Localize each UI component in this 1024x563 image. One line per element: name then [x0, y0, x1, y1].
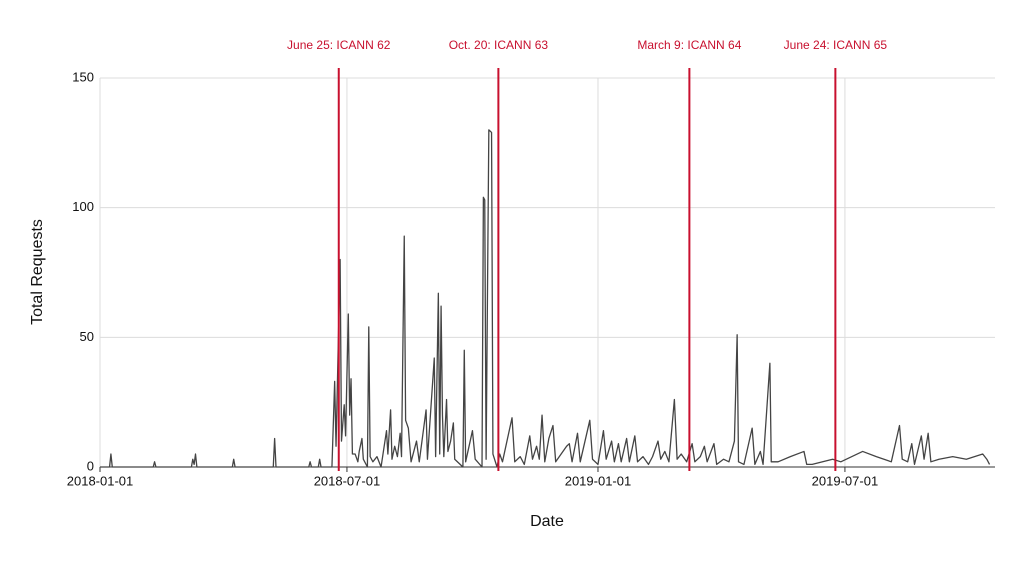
x-tick-label: 2018-01-01	[67, 473, 134, 488]
y-tick-label: 100	[72, 199, 94, 214]
y-axis-title: Total Requests	[29, 219, 46, 325]
x-axis-title: Date	[530, 513, 564, 530]
data-line	[100, 129, 991, 468]
y-tick-label: 0	[87, 458, 94, 473]
y-tick-label: 150	[72, 69, 94, 84]
x-tick-label: 2019-01-01	[565, 473, 632, 488]
annotation-label: March 9: ICANN 64	[637, 38, 741, 52]
annotation-label: Oct. 20: ICANN 63	[449, 38, 549, 52]
y-tick-label: 50	[80, 329, 94, 344]
annotation-label: June 25: ICANN 62	[287, 38, 391, 52]
x-tick-label: 2018-07-01	[314, 473, 381, 488]
x-tick-label: 2019-07-01	[812, 473, 879, 488]
annotation-label: June 24: ICANN 65	[784, 38, 888, 52]
